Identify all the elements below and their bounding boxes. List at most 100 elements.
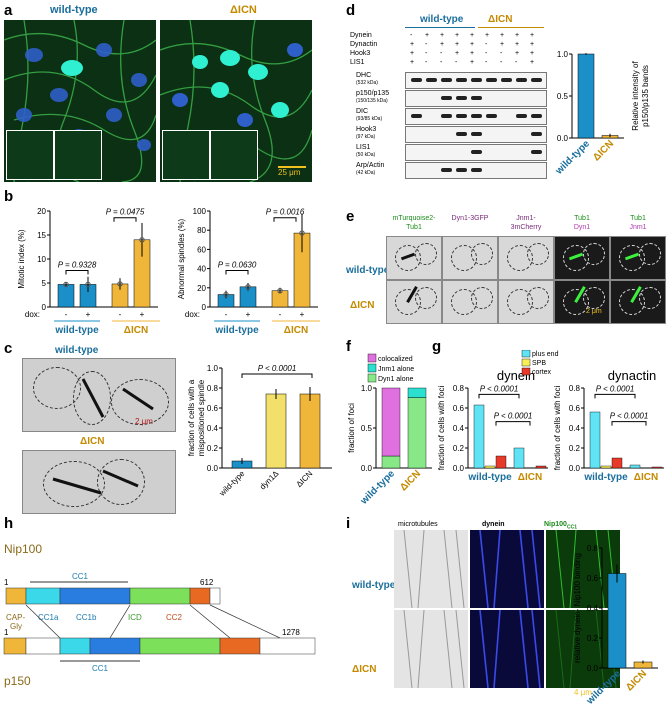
d-title-wt: wild-type [420,14,464,25]
g2-p1-pvalue: P < 0.0001 [596,384,635,393]
d-band [456,114,467,118]
g-legend-swatch [521,367,531,376]
e-cell-outline [415,287,437,309]
f-tick-label: 0.0 [361,464,373,473]
i-tick-label: 0.4 [587,604,599,613]
h-p150-domain [25,637,61,655]
i-filament [595,610,605,688]
panel-label-a: a [4,2,13,19]
c-wt-spindles [81,378,154,418]
i-filament [595,530,605,608]
g1-tick-label: 0.6 [453,404,465,413]
c-category-label: dyn1Δ [258,469,281,492]
e-image [554,280,610,324]
b2-point [277,287,283,294]
d-sign: + [500,32,505,39]
d-band [456,96,467,100]
f-legend-swatch [367,363,377,373]
i-filament [479,610,489,688]
i-filaments [403,530,465,608]
b1-p2-pvalue: P = 0.0475 [106,208,145,217]
d-band [441,78,452,82]
d-sign: - [425,50,428,57]
i-ylabel: relative dynein- Nip100 binding [574,553,582,663]
b1-wt-label: wild-type [54,325,99,336]
g-legend-label: plus end [532,351,559,358]
d-sign: + [530,50,535,57]
d-sign: + [455,41,460,48]
b1-tick-label: 15 [37,231,46,240]
a-icn-inset-2 [210,130,258,180]
d-sign: - [485,50,488,57]
a-image-wt [4,20,156,182]
b2-dox-sign: + [300,310,305,319]
e-image [498,280,554,324]
h-nip-domain [25,587,61,605]
i-filament [519,610,529,688]
b1-dox-sign: - [65,310,68,319]
e-col-header: Dyn1-3GFP [442,214,498,223]
b2-dox-sign: - [225,310,228,319]
g1-tick-label: 0.8 [453,384,465,393]
d-sign: - [515,59,518,66]
e-col-header-line1: mTurquoise2- [392,215,436,222]
chart-f: fraction of foci 0.0 0.5 1.0 wild-type ΔICN co… [347,353,432,507]
d-blot-strip [405,72,547,89]
g1-ylabel: fraction of cells with foci [437,386,446,471]
d-sign: + [440,32,445,39]
i-filament [569,610,577,688]
b1-tick-label: 5 [42,279,47,288]
d-sign: + [455,32,460,39]
i-col-nip: Nip100CC1 [544,521,577,530]
d-row-label: Dynein [350,32,372,39]
e-image [498,236,554,280]
i-tick-label: 0.2 [587,634,599,643]
g1-bar [513,447,525,469]
e-image [610,236,666,280]
d-blot-strip [405,144,547,161]
d-sign: - [425,59,428,66]
h-p150-domain [59,637,91,655]
i-image [394,610,468,688]
i-col-mt: microtubules [398,521,438,528]
h-connector [189,604,231,639]
c-tick-label: 0.8 [207,384,219,393]
d-blot-label: p150/p135 [356,90,390,97]
f-bar-segment [381,455,401,469]
d-blot-label: LIS1 [356,144,371,151]
d-band [471,96,482,100]
a-image-icn: 25 μm [160,20,312,182]
d-blot-label: Hook3 [356,126,377,133]
i-row-wt: wild-type [352,580,396,591]
h-p150-start: 1 [4,628,9,637]
e-scale-label: 2 μm [586,308,602,315]
i-filament [443,610,453,688]
a-title-wt: wild-type [50,4,98,16]
i-image [470,530,544,608]
i-filament [493,610,501,688]
i-tick-label: 0.8 [587,544,599,553]
e-cell-outline [471,243,493,265]
b2-tick-label: 60 [197,245,206,254]
h-nip-domain [209,587,221,605]
e-col-header-line1: Dyn1-3GFP [451,215,489,222]
d-band [531,114,542,118]
i-tick-label: 0.6 [587,574,599,583]
d-band [456,132,467,136]
panel-label-i: i [346,515,351,532]
e-col-header-line2: Dyn1 [573,224,591,231]
d-sign: - [425,41,428,48]
e-cell-outline [527,287,549,309]
g-legend-swatch [521,350,531,358]
d-blot-label: DIC [356,108,369,115]
d-band [456,78,467,82]
panel-label-d: d [346,2,356,19]
h-p150-domain [139,637,221,655]
d-band [441,114,452,118]
i-tick-label: 0.0 [587,664,599,673]
b1-point [63,281,69,288]
d-sign: + [515,32,520,39]
d-band [531,150,542,154]
b2-point [223,291,229,298]
b2-tick-label: 80 [197,226,206,235]
